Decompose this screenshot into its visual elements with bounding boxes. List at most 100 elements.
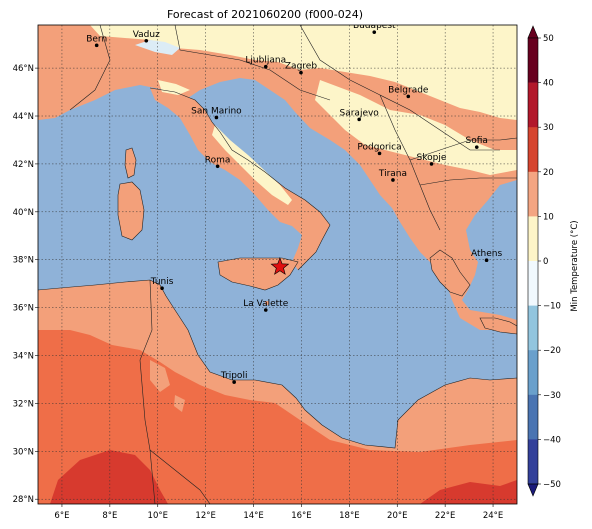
colorbar-segment xyxy=(528,439,538,485)
colorbar-segment xyxy=(528,261,538,306)
colorbar-segment xyxy=(528,127,538,173)
city-label: Tripoli xyxy=(220,371,248,381)
colorbar-segment xyxy=(528,38,538,83)
y-tick-label: 28°N xyxy=(13,495,34,505)
africa-hot-zone xyxy=(50,450,517,504)
colorbar-extend-min xyxy=(527,483,539,497)
city-label: Tunis xyxy=(150,277,174,287)
city-dot xyxy=(484,258,489,262)
colorbar-segment xyxy=(528,350,538,396)
colorbar-tick-label: 40 xyxy=(543,79,554,89)
city-dot xyxy=(160,286,164,291)
city-label: Sarajevo xyxy=(340,108,380,118)
y-tick-label: 32°N xyxy=(13,399,34,409)
x-tick-label: 22°E xyxy=(435,511,455,521)
balkans-cool-zone xyxy=(315,80,517,175)
x-tick-label: 12°E xyxy=(195,511,215,521)
city-label: Roma xyxy=(205,155,231,165)
city-dot xyxy=(377,151,382,156)
y-tick-label: 30°N xyxy=(13,447,34,457)
europe-cool-zone xyxy=(90,25,517,120)
city-dot xyxy=(263,308,268,312)
colorbar-segment xyxy=(528,394,538,440)
city-dot xyxy=(299,70,303,75)
city-label: Budapest xyxy=(353,21,396,31)
crete-island xyxy=(480,318,517,334)
city-dot xyxy=(94,43,99,48)
africa-mild-patch xyxy=(150,360,185,412)
greece-landmass xyxy=(430,250,470,296)
city-dot xyxy=(474,145,479,149)
city-dot xyxy=(144,39,149,43)
x-axis-ticks: 6°E 8°E 10°E 12°E 14°E 16°E 18°E 20°E 22°E 24°E xyxy=(54,504,503,521)
colorbar-tick-label: 10 xyxy=(543,212,554,222)
city-dot xyxy=(214,115,219,120)
star-marker xyxy=(270,257,290,275)
colorbar-tick-label: 20 xyxy=(543,168,554,178)
city-label: Bern xyxy=(86,34,107,44)
colorbar-segment xyxy=(528,305,538,351)
europe-landmass xyxy=(38,25,517,330)
y-tick-label: 40°N xyxy=(13,208,34,218)
city-label: Skopje xyxy=(417,153,447,163)
italy-peninsula xyxy=(150,88,330,270)
colorbar-tick-label: 30 xyxy=(543,123,554,133)
city-label: Podgorica xyxy=(357,142,401,152)
city-label: Sofia xyxy=(466,136,488,146)
city-dot xyxy=(215,164,220,169)
y-tick-label: 46°N xyxy=(13,64,34,74)
city-label: Athens xyxy=(471,249,502,259)
colorbar-tick-label: −50 xyxy=(543,480,561,490)
x-tick-label: 24°E xyxy=(483,511,503,521)
colorbar-tick-label: −10 xyxy=(543,302,561,312)
colorbar-segment xyxy=(528,82,538,128)
city-label: San Marino xyxy=(191,106,242,116)
x-tick-label: 20°E xyxy=(387,511,407,521)
x-tick-label: 10°E xyxy=(148,511,168,521)
y-tick-label: 44°N xyxy=(13,112,34,122)
graticule xyxy=(38,25,517,504)
colorbar-label: Min Temperature (°C) xyxy=(570,220,580,311)
x-tick-label: 14°E xyxy=(243,511,263,521)
colorbar-tick-label: −30 xyxy=(543,391,561,401)
y-tick-label: 38°N xyxy=(13,256,34,266)
x-tick-label: 16°E xyxy=(291,511,311,521)
y-tick-label: 34°N xyxy=(13,352,34,362)
city-dot xyxy=(406,94,411,99)
colorbar-tick-label: 50 xyxy=(543,34,554,44)
city-label: La Valette xyxy=(243,299,288,309)
city-dot xyxy=(391,178,395,182)
x-tick-label: 6°E xyxy=(54,511,69,521)
city-dot xyxy=(263,64,268,69)
city-dot xyxy=(429,162,434,166)
city-dot xyxy=(357,117,361,122)
city-dot xyxy=(232,380,236,384)
city-label: Zagreb xyxy=(285,62,317,72)
city-label: Vaduz xyxy=(133,30,160,40)
colorbar-tick-label: 0 xyxy=(543,257,548,267)
x-tick-label: 8°E xyxy=(102,511,117,521)
y-tick-label: 36°N xyxy=(13,304,34,314)
colorbar: 50 40 30 20 10 0 −10 −20 −30 −40 −50 xyxy=(527,25,561,497)
map-title: Forecast of 2021060200 (f000-024) xyxy=(167,8,363,21)
x-tick-label: 18°E xyxy=(339,511,359,521)
y-tick-label: 42°N xyxy=(13,160,34,170)
corsica-sardinia-island xyxy=(118,148,144,240)
city-label: Belgrade xyxy=(388,85,429,95)
balkans-mild-zone xyxy=(390,172,500,232)
country-borders xyxy=(38,25,517,504)
italy-apennines-cool xyxy=(158,80,292,205)
city-label: Ljubljana xyxy=(245,56,286,66)
colorbar-tick-label: −20 xyxy=(543,346,561,356)
city-dot xyxy=(372,30,377,34)
malta-island xyxy=(265,301,269,305)
colorbar-tick-label: −40 xyxy=(543,435,561,445)
city-label: Tirana xyxy=(378,169,407,179)
colorbar-extend-max xyxy=(527,25,539,39)
y-axis-ticks: 46°N 44°N 42°N 40°N 38°N 36°N 34°N 32°N 30°N 28°N xyxy=(13,64,38,505)
colorbar-segment xyxy=(528,216,538,262)
colorbar-segment xyxy=(528,171,538,217)
